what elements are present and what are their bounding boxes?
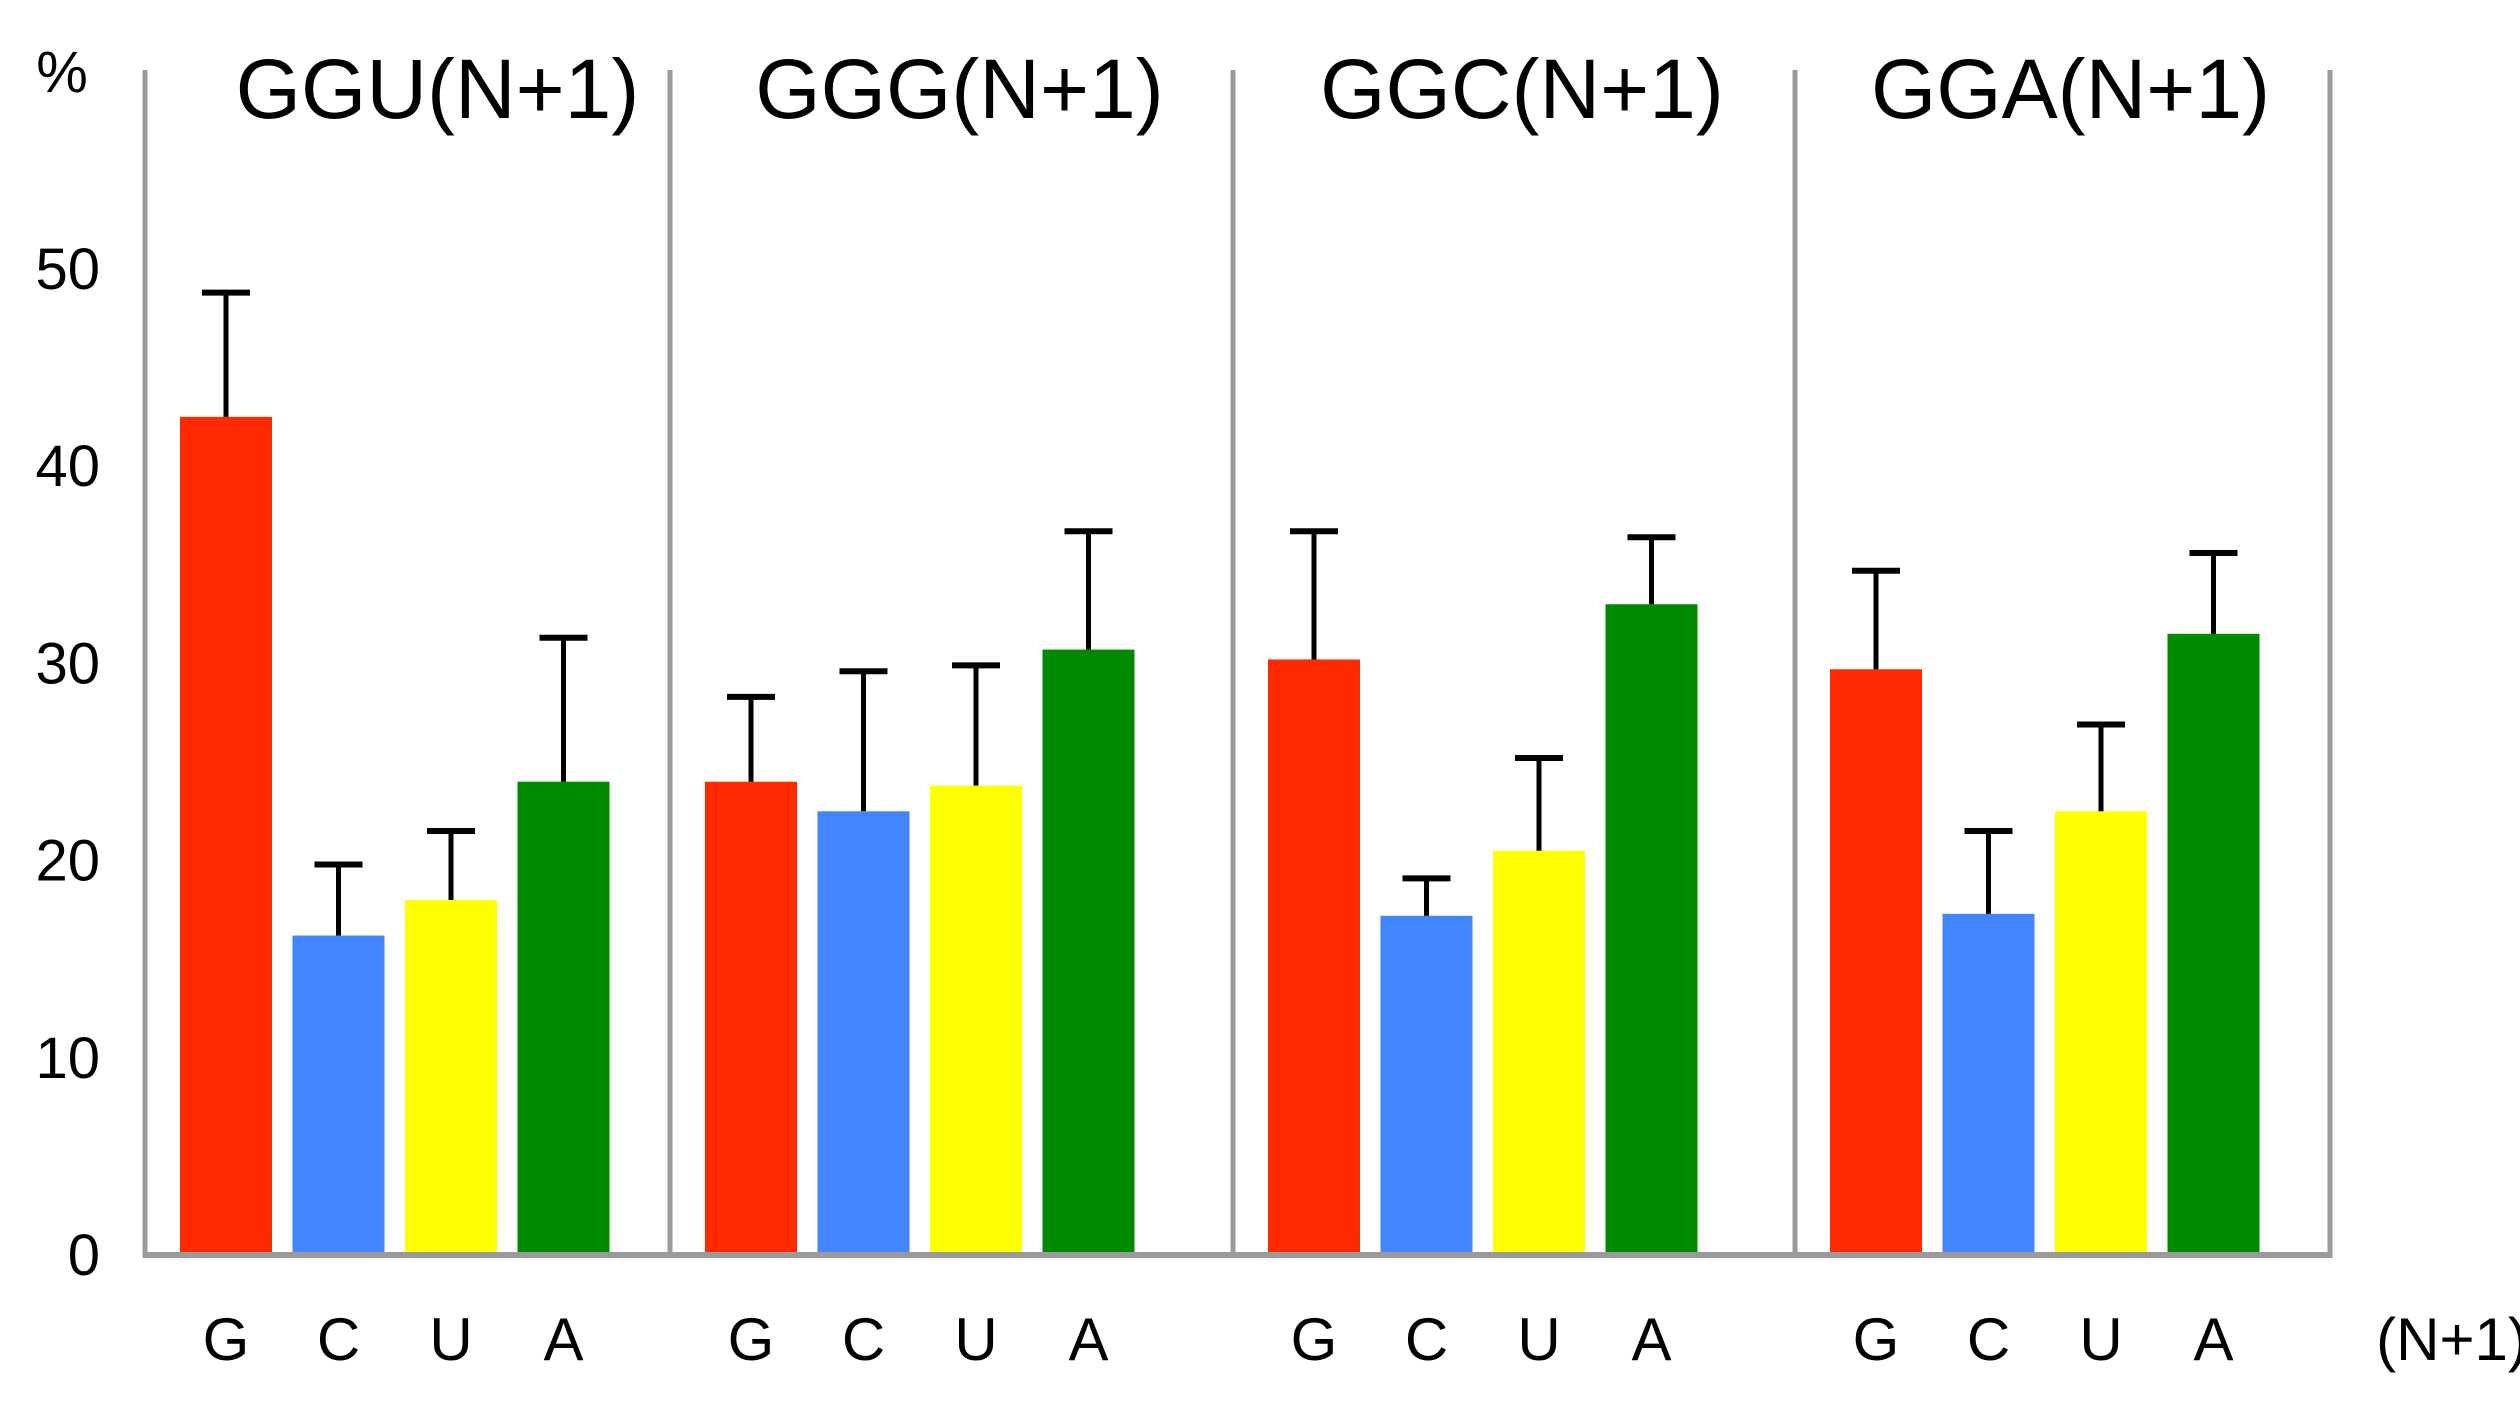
bar-g bbox=[1268, 659, 1360, 1252]
panel-ggu-n-1-: GGU(N+1) G C U A bbox=[180, 42, 639, 1373]
axes bbox=[142, 70, 2333, 1258]
x-category-label: A bbox=[1631, 1306, 1671, 1373]
x-category-label: A bbox=[1068, 1306, 1108, 1373]
y-tick-label: 50 bbox=[35, 237, 100, 302]
panel-title: GGC(N+1) bbox=[1320, 42, 1724, 136]
bar-u bbox=[2055, 811, 2147, 1252]
bar-c bbox=[1380, 915, 1473, 1252]
y-tick-label: 0 bbox=[68, 1223, 100, 1288]
panel-title: GGG(N+1) bbox=[755, 42, 1163, 136]
x-category-label: U bbox=[954, 1306, 997, 1373]
panel-gga-n-1-: GGA(N+1) G C U A bbox=[1830, 42, 2270, 1373]
y-axis-label: % bbox=[36, 40, 88, 105]
bar-c bbox=[817, 811, 910, 1252]
bar-u bbox=[405, 900, 497, 1252]
x-category-label: U bbox=[2079, 1306, 2122, 1373]
x-category-label: G bbox=[728, 1306, 775, 1373]
bar-a bbox=[2167, 633, 2260, 1252]
x-category-label: G bbox=[1291, 1306, 1338, 1373]
x-axis-label: (N+1) bbox=[2376, 1306, 2520, 1373]
x-category-label: C bbox=[842, 1306, 885, 1373]
x-category-label: G bbox=[203, 1306, 250, 1373]
axis-labels: % (N+1) bbox=[36, 40, 2520, 1373]
bar-g bbox=[705, 781, 797, 1252]
y-tick-label: 40 bbox=[35, 434, 100, 499]
x-category-label: C bbox=[1967, 1306, 2010, 1373]
y-tick-label: 30 bbox=[35, 631, 100, 696]
x-category-label: U bbox=[429, 1306, 472, 1373]
bar-a bbox=[1605, 604, 1698, 1252]
x-category-label: G bbox=[1853, 1306, 1900, 1373]
bar-a bbox=[1042, 649, 1135, 1252]
bar-g bbox=[180, 416, 272, 1252]
x-category-label: C bbox=[1405, 1306, 1448, 1373]
panel-ggg-n-1-: GGG(N+1) G C U A bbox=[705, 42, 1164, 1373]
x-category-label: U bbox=[1517, 1306, 1560, 1373]
panel-ggc-n-1-: GGC(N+1) G C U A bbox=[1268, 42, 1724, 1373]
bar-g bbox=[1830, 669, 1922, 1252]
panel-title: GGA(N+1) bbox=[1871, 42, 2270, 136]
panel-title: GGU(N+1) bbox=[236, 42, 640, 136]
bar-u bbox=[930, 785, 1022, 1252]
y-tick-labels: 0 10 20 30 40 50 bbox=[35, 237, 100, 1288]
bar-c bbox=[292, 935, 385, 1252]
bar-u bbox=[1493, 850, 1585, 1252]
x-category-label: A bbox=[543, 1306, 583, 1373]
x-category-label: C bbox=[317, 1306, 360, 1373]
y-tick-label: 20 bbox=[35, 829, 100, 894]
y-tick-label: 10 bbox=[35, 1026, 100, 1091]
x-category-label: A bbox=[2193, 1306, 2233, 1373]
bar-a bbox=[517, 781, 610, 1252]
bar-c bbox=[1942, 913, 2035, 1252]
